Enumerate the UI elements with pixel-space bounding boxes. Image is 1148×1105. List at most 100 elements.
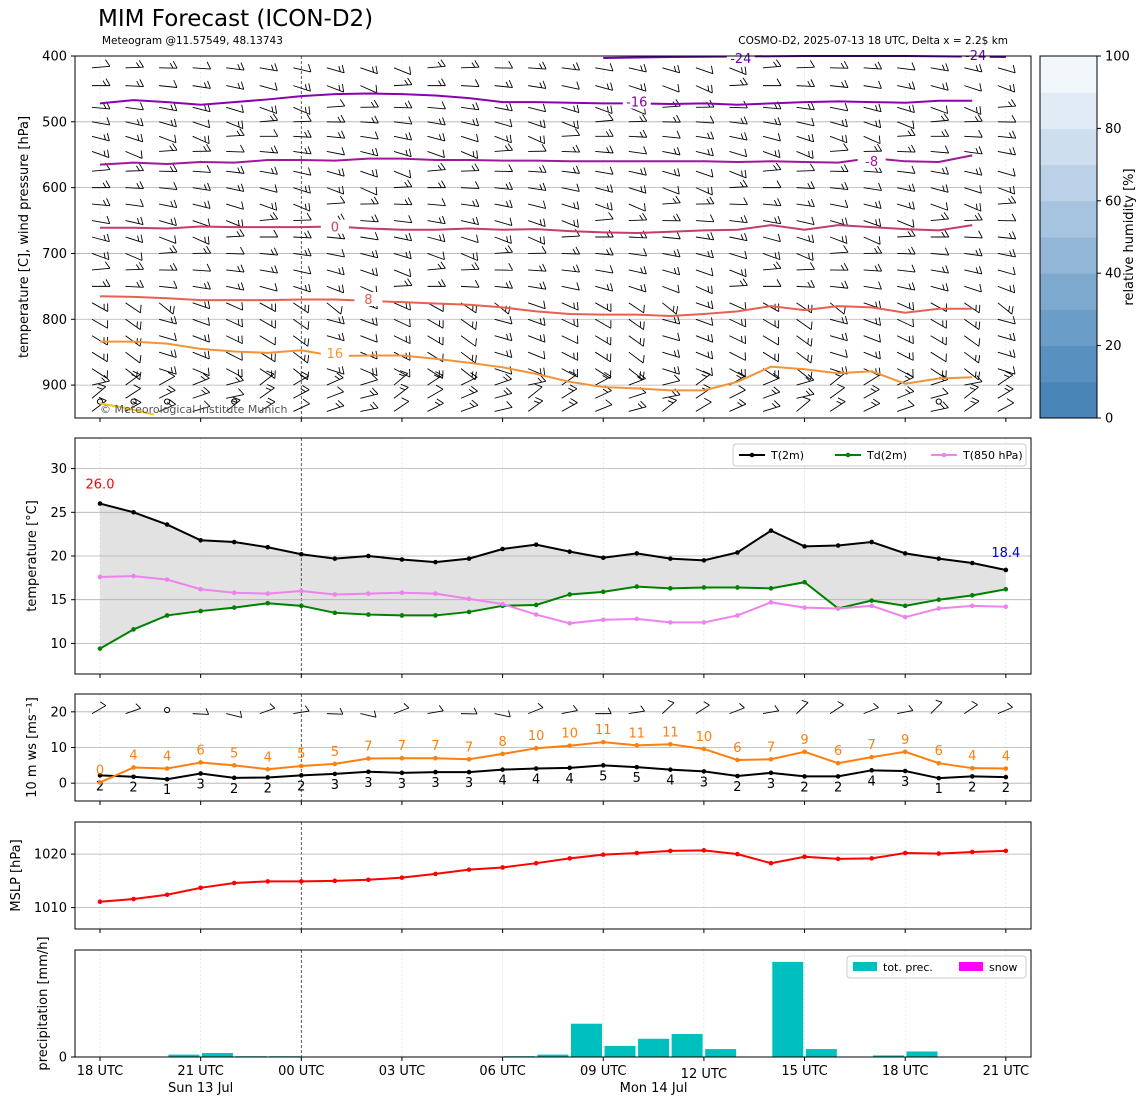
mslp-point [466, 867, 472, 872]
barb-flag [269, 115, 275, 121]
barb-flag [471, 165, 476, 171]
wind-point-1 [466, 756, 472, 762]
barb-shaft [528, 380, 546, 386]
wind-barb [695, 397, 712, 412]
wind-barb [293, 114, 312, 123]
barb-flag [639, 338, 642, 344]
barb-flag [299, 374, 306, 379]
barb-shaft [293, 106, 311, 115]
barb-shaft [628, 368, 644, 381]
barb-flag [274, 283, 278, 292]
barb-flag [974, 116, 979, 122]
barb-flag [139, 102, 144, 111]
barb-flag [508, 710, 511, 718]
wind-barb [863, 103, 882, 113]
wind-barb [259, 384, 275, 399]
wind-barb [662, 316, 681, 325]
barb-shaft [595, 404, 613, 412]
barb-shaft [326, 269, 345, 276]
barb-shaft [796, 66, 815, 69]
barb-shaft [427, 253, 445, 261]
barb-flag [203, 400, 211, 407]
barb-shaft [360, 220, 379, 223]
barb-shaft [930, 351, 947, 363]
barb-shaft [125, 388, 141, 399]
series-point-0 [299, 551, 304, 557]
wind-barb [628, 64, 647, 73]
barb-flag [539, 82, 543, 88]
barb-flag [241, 201, 244, 210]
wind-barb [964, 203, 982, 212]
wind-barb [360, 147, 379, 157]
barb-flag [807, 80, 811, 87]
barb-shaft [628, 285, 647, 293]
wind-barb [964, 335, 981, 347]
wind-barb [326, 707, 344, 715]
barb-flag [101, 377, 106, 383]
barb-shaft [662, 380, 680, 386]
barb-shaft [293, 318, 309, 330]
barb-shaft [460, 236, 479, 243]
wind-barb [192, 400, 211, 412]
barb-flag [509, 366, 513, 375]
barb-shaft [259, 368, 276, 379]
barb-flag [608, 129, 614, 137]
series-point-1 [668, 586, 673, 591]
wind-barb [460, 351, 477, 364]
barb-flag [373, 196, 379, 205]
barb-shaft [125, 318, 141, 330]
barb-shaft [293, 375, 309, 386]
barb-flag [606, 203, 609, 209]
barb-flag [375, 317, 378, 326]
series-point-2 [533, 612, 539, 617]
barb-flag [639, 214, 644, 221]
barb-flag [607, 707, 612, 714]
wind-barb [695, 350, 714, 360]
barb-flag [905, 389, 911, 394]
series-point-0 [600, 555, 606, 561]
wind-barbs [91, 59, 1017, 412]
barb-shaft [293, 710, 310, 715]
barb-flag [236, 231, 241, 237]
barb-shaft [158, 389, 176, 399]
barb-flag [506, 401, 513, 408]
barb-flag [710, 169, 714, 178]
wind-barb [762, 117, 782, 126]
series-point-0 [634, 551, 640, 556]
barb-flag [777, 215, 782, 224]
barb-flag [602, 375, 608, 379]
wind-barb [528, 200, 547, 209]
barb-flag [942, 284, 945, 291]
barb-flag [541, 245, 547, 254]
wind-barb [964, 129, 983, 138]
barb-flag [673, 169, 677, 176]
barb-shaft [125, 351, 141, 364]
barb-flag [807, 281, 811, 288]
calm-marker [130, 398, 137, 405]
barb-shaft [729, 269, 747, 278]
barb-flag [105, 78, 111, 86]
barb-flag [1006, 398, 1014, 404]
barb-shaft [863, 351, 881, 360]
barb-flag [274, 353, 276, 362]
barb-flag [337, 116, 342, 123]
series-point-1 [869, 598, 874, 603]
barb-shaft [930, 187, 949, 193]
wind-barb [192, 350, 210, 360]
barb-shaft [326, 170, 345, 177]
barb-flag [1012, 249, 1016, 258]
barb-flag [140, 150, 143, 159]
barb-flag [475, 102, 480, 111]
barb-shaft [863, 220, 881, 227]
barb-flag [442, 320, 444, 329]
barb-flag [1012, 349, 1016, 358]
wind-barb [964, 397, 980, 412]
barb-shaft [628, 135, 647, 138]
barb-flag [710, 300, 714, 309]
wind-barb [192, 218, 211, 227]
wind-barb [897, 104, 915, 114]
wind-barb [393, 232, 412, 242]
wind-barb [226, 374, 244, 386]
barb-shaft [896, 351, 914, 361]
barb-flag [304, 354, 306, 361]
